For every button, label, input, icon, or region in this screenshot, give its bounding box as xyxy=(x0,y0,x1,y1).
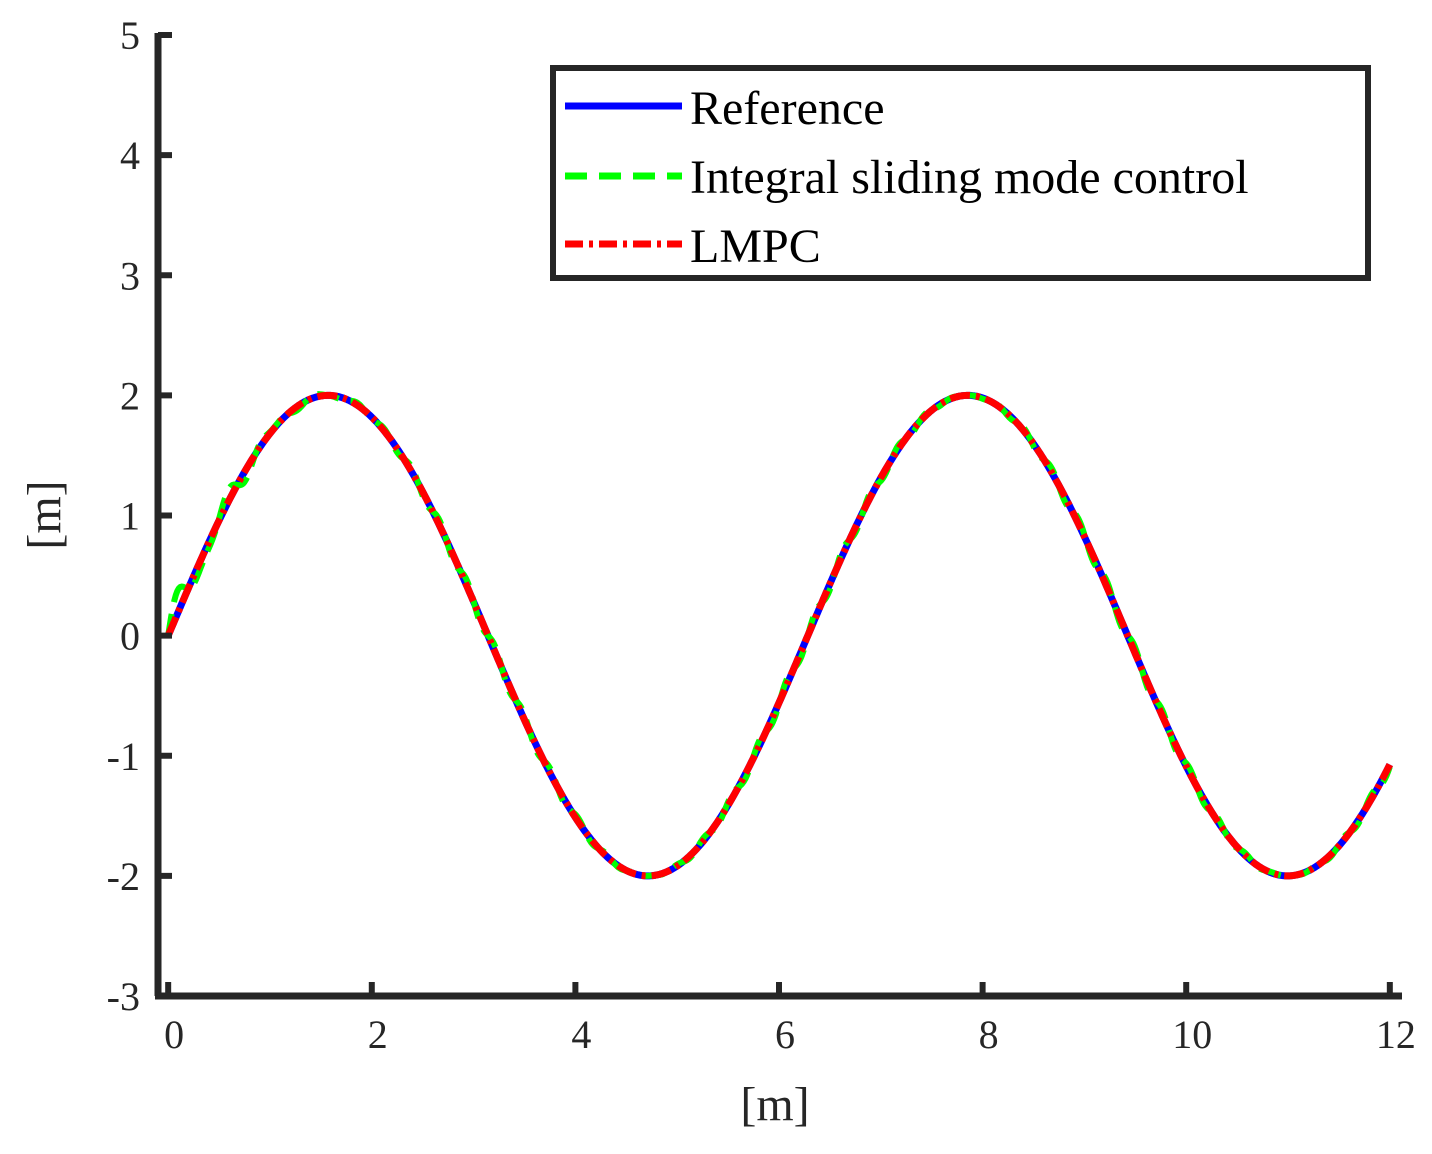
y-tick-label: -3 xyxy=(107,974,140,1019)
series-line-integral-sliding-mode-control xyxy=(165,391,1393,879)
x-tick-label: 12 xyxy=(1376,1012,1416,1057)
legend-label-ismc: Integral sliding mode control xyxy=(690,151,1249,204)
y-tick-label: 2 xyxy=(120,373,140,418)
legend: Reference Integral sliding mode control … xyxy=(550,65,1371,281)
x-tick-label: 8 xyxy=(979,1012,999,1057)
x-tick-label: 2 xyxy=(368,1012,388,1057)
series-line-lmpc xyxy=(164,391,1393,880)
y-tick-label: -1 xyxy=(107,734,140,779)
y-tick-label: 0 xyxy=(120,614,140,659)
y-tick-label: 4 xyxy=(120,133,140,178)
y-tick-label: 1 xyxy=(120,494,140,539)
x-axis-title: [m] xyxy=(740,1078,809,1131)
series-layer xyxy=(164,391,1393,880)
y-tick-label: 3 xyxy=(120,253,140,298)
x-tick-label: 0 xyxy=(164,1012,184,1057)
legend-label-lmpc: LMPC xyxy=(690,220,821,273)
x-tick-label: 6 xyxy=(775,1012,795,1057)
x-tick-label: 10 xyxy=(1172,1012,1212,1057)
y-tick-label: 5 xyxy=(120,13,140,58)
legend-label-reference: Reference xyxy=(690,82,885,135)
x-tick-label: 4 xyxy=(571,1012,591,1057)
legend-box xyxy=(550,65,1371,281)
y-tick-label: -2 xyxy=(107,854,140,899)
y-axis-title: [m] xyxy=(18,480,71,549)
